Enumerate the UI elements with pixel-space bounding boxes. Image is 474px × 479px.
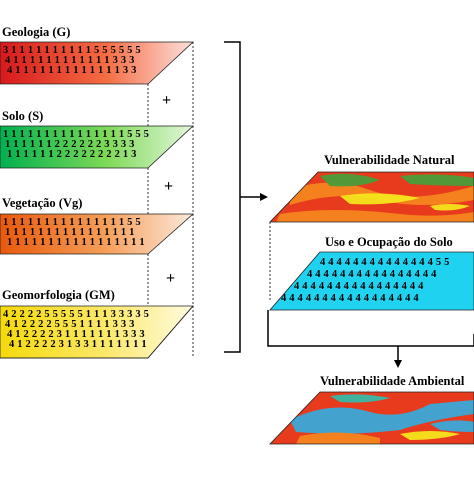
map-zone	[290, 400, 474, 434]
map-outline	[269, 391, 474, 445]
uso-ocupacao-surface	[269, 251, 474, 311]
uso-ocupacao-title: Uso e Ocupação do Solo	[325, 235, 453, 249]
layer-solo: 1 1 1 1 1 1 1 1 1 1 1 1 1 1 1 5 5 51 1 1…	[0, 125, 195, 169]
vulnerabilidade-natural-title: Vulnerabilidade Natural	[324, 153, 455, 167]
layer-value-row: 1 1 1 1 1 1 2 2 2 2 2 2 3 3 3 3	[5, 139, 135, 150]
layer-value-row: 1 1 1 1 1 1 1 1 1 1 1 1 1 1 1 5 5	[3, 217, 141, 228]
map-zone	[276, 210, 474, 222]
layer-value-row: 1 1 1 1 1 1 1 1 1 1 1 1 1 1 1 1 1	[7, 237, 145, 248]
map-zone	[320, 173, 380, 187]
layer-title-solo: Solo (S)	[2, 109, 44, 123]
map-zone	[340, 193, 420, 205]
layer-title-geomorfologia: Geomorfologia (GM)	[2, 288, 115, 302]
layer-edge	[147, 305, 194, 359]
plus-operator: +	[164, 178, 174, 195]
uso-value-row: 4 4 4 4 4 4 4 4 4 4 4 4 4 4 4 4	[294, 281, 424, 292]
output-maps: 4 4 4 4 4 4 4 4 4 4 4 4 4 4 5 54 4 4 4 4…	[224, 41, 474, 445]
layer-value-row: 4 2 2 2 2 5 5 5 5 5 1 1 1 3 3 3 3 5	[3, 309, 149, 320]
vulnerabilidade-natural-map	[270, 172, 474, 222]
layer-title-geologia: Geologia (G)	[2, 25, 71, 39]
vulnerabilidade-ambiental-title: Vulnerabilidade Ambiental	[320, 374, 465, 388]
layer-value-row: 1 1 1 1 1 1 1 1 1 1 1 1 1 1 1 5 5 5	[3, 129, 149, 140]
layer-value-row: 4 1 1 1 1 1 1 1 1 1 1 1 1 3 3 3	[5, 55, 135, 66]
layer-value-row: 4 1 2 2 2 2 5 5 5 1 1 1 1 3 3 3	[5, 319, 135, 330]
layer-vegetacao: 1 1 1 1 1 1 1 1 1 1 1 1 1 1 1 5 51 1 1 1…	[0, 213, 195, 255]
map-zone	[330, 394, 390, 403]
plus-operator: +	[162, 92, 172, 109]
map-zone	[296, 432, 380, 444]
uso-value-row: 4 4 4 4 4 4 4 4 4 4 4 4 4 4 4 4 4	[281, 293, 419, 304]
layer-geomorfologia: 4 2 2 2 2 5 5 5 5 5 1 1 1 3 3 3 3 54 1 2…	[0, 305, 194, 359]
layer-geologia: 3 1 1 1 1 1 1 1 1 1 1 5 5 5 5 5 54 1 1 1…	[0, 41, 195, 85]
combine-bracket	[267, 334, 474, 347]
map-zone	[430, 204, 470, 211]
uso-value-row: 4 4 4 4 4 4 4 4 4 4 4 4 4 4 4 4	[307, 269, 437, 280]
map-outline	[269, 171, 474, 223]
vulnerabilidade-ambiental-map	[270, 392, 474, 444]
layer-value-row: 4 1 2 2 2 2 3 1 1 1 1 1 1 1 3 3 3	[7, 329, 145, 340]
layer-value-row: 1 1 1 1 1 1 2 2 2 2 2 2 2 2 1 3	[7, 149, 137, 160]
layer-value-row: 4 1 1 1 1 1 1 1 1 1 1 1 1 1 3 3	[7, 65, 137, 76]
input-layer-stack: 3 1 1 1 1 1 1 1 1 1 1 5 5 5 5 5 54 1 1 1…	[0, 41, 195, 359]
layer-value-row: 1 1 1 1 1 1 1 1 1 1 1 1 1 1 1 1	[5, 227, 135, 238]
uso-value-row: 4 4 4 4 4 4 4 4 4 4 4 4 4 4 5 5	[320, 257, 450, 268]
plus-operator: +	[166, 270, 176, 287]
arrow-head	[394, 360, 402, 368]
layer-title-vegetacao: Vegetação (Vg)	[2, 196, 83, 210]
map-zone	[430, 420, 474, 432]
merge-bracket	[224, 41, 241, 353]
map-zone	[400, 431, 460, 440]
layer-value-row: 4 1 2 2 2 2 3 1 3 3 1 1 1 1 1 1 1	[9, 339, 147, 350]
layer-value-row: 3 1 1 1 1 1 1 1 1 1 1 5 5 5 5 5 5	[3, 45, 141, 56]
arrow-head	[260, 193, 268, 201]
map-zone	[400, 174, 474, 186]
